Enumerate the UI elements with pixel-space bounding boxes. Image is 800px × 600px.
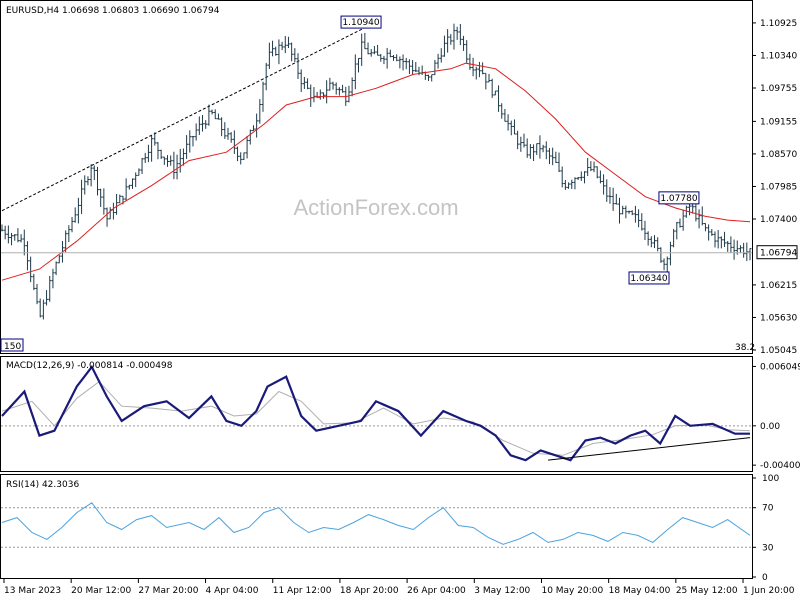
price-tick-label: 1.06215: [760, 281, 797, 291]
macd-y-axis: 0.006049 0.00 -0.004005: [752, 362, 800, 471]
svg-text:1.06794: 1.06794: [760, 249, 797, 259]
price-annotations: 1.10940 1.07780 1.06340: [340, 15, 700, 285]
rsi-line: [1, 502, 751, 545]
time-tick-label: 3 May 12:00: [474, 586, 530, 596]
price-tick-label: 1.05630: [760, 313, 797, 323]
macd-header: MACD(12,26,9) -0.000814 -0.000498: [6, 361, 173, 371]
price-tick-label: 1.07400: [760, 215, 797, 225]
time-tick-label: 4 Apr 04:00: [206, 586, 259, 596]
time-tick-label: 1 Jun 20:00: [743, 586, 795, 596]
time-tick-label: 20 Mar 12:00: [71, 586, 131, 596]
svg-text:150: 150: [4, 342, 21, 352]
right-edge-label: 38.2: [735, 343, 755, 353]
macd-tick-label: -0.004005: [760, 461, 800, 471]
time-axis: 13 Mar 2023 20 Mar 12:00 27 Mar 20:00 4 Apr…: [3, 579, 795, 596]
time-tick-label: 10 May 20:00: [541, 586, 603, 596]
time-tick-label: 26 Apr 04:00: [407, 586, 466, 596]
price-y-axis: 1.10925 1.10340 1.09755 1.09155 1.08570 1.079…: [752, 19, 797, 356]
price-level-annotation: 1.07780: [658, 191, 700, 205]
macd-trendline: [547, 437, 751, 461]
time-tick-label: 18 Apr 20:00: [340, 586, 399, 596]
watermark: ActionForex.com: [293, 195, 458, 220]
price-tick-label: 1.08570: [760, 150, 797, 160]
time-tick-label: 11 Apr 12:00: [273, 586, 332, 596]
price-panel-frame: [0, 0, 753, 354]
price-tick-label: 1.09155: [760, 117, 797, 127]
moving-average-line: [1, 62, 751, 281]
price-level-annotation: 1.10940: [340, 15, 382, 29]
current-price-tag: 1.06794: [756, 245, 798, 260]
time-tick-label: 25 May 12:00: [676, 586, 738, 596]
left-edge-label: 150: [0, 338, 24, 352]
price-header: EURUSD,H4 1.06698 1.06803 1.06690 1.0679…: [6, 6, 220, 16]
rsi-tick-label: 30: [762, 543, 774, 553]
svg-text:1.10940: 1.10940: [342, 18, 379, 28]
price-tick-label: 1.09755: [760, 84, 797, 94]
rsi-header: RSI(14) 42.3036: [6, 480, 79, 490]
rsi-tick-label: 70: [762, 504, 774, 514]
price-tick-label: 1.05045: [760, 346, 797, 356]
macd-tick-label: 0.00: [760, 422, 780, 432]
price-level-annotation: 1.06340: [628, 271, 670, 285]
svg-text:1.06340: 1.06340: [630, 274, 667, 284]
rsi-tick-label: 100: [762, 474, 779, 484]
macd-tick-label: 0.006049: [760, 362, 800, 372]
time-tick-label: 13 Mar 2023: [4, 586, 61, 596]
rsi-tick-label: 0: [762, 573, 768, 583]
price-tick-label: 1.10925: [760, 19, 797, 29]
price-tick-label: 1.10340: [760, 51, 797, 61]
price-bars: [0, 23, 752, 320]
macd-main-line: [1, 364, 750, 462]
price-tick-label: 1.07985: [760, 182, 797, 192]
macd-panel-frame: [0, 356, 753, 472]
rsi-y-axis: 100 70 30 0: [752, 474, 779, 583]
rsi-panel-frame: [0, 474, 753, 579]
time-tick-label: 27 Mar 20:00: [138, 586, 198, 596]
svg-text:1.07780: 1.07780: [660, 194, 697, 204]
time-tick-label: 18 May 04:00: [609, 586, 671, 596]
